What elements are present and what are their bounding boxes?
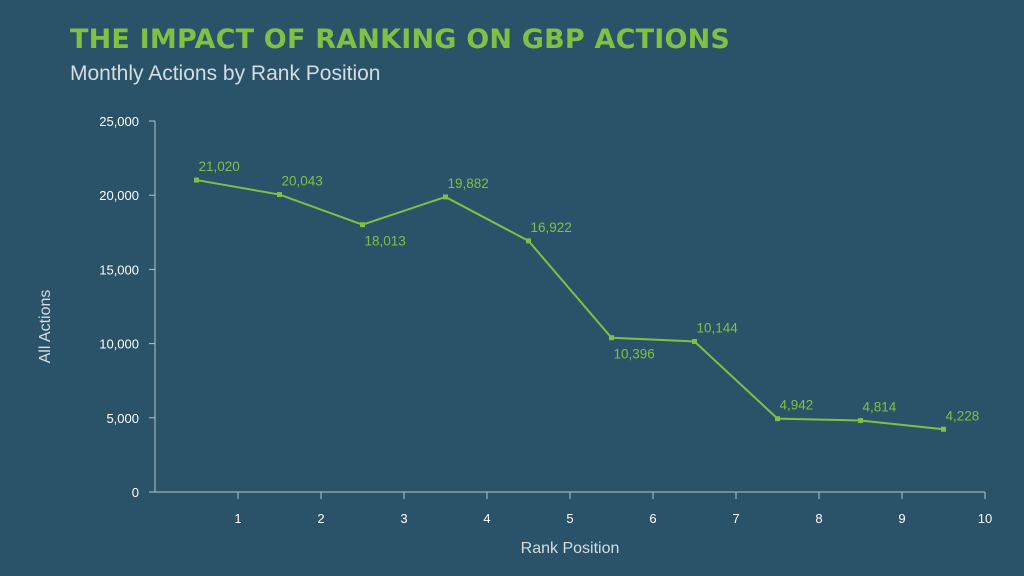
y-tick-label: 25,000 [99,114,139,129]
y-axis-title: All Actions [37,290,54,364]
data-point [194,177,199,183]
data-label: 4,228 [946,408,980,423]
x-tick-label: 3 [400,511,407,526]
x-tick-label: 1 [234,511,241,526]
data-label: 20,043 [282,174,323,189]
data-label: 10,396 [614,347,655,362]
chart-subtitle: Monthly Actions by Rank Position [70,62,381,85]
y-tick-label: 5,000 [106,411,139,426]
y-tick-label: 20,000 [99,188,139,203]
data-point [941,426,946,432]
y-tick-label: 0 [132,485,139,500]
data-point [360,222,365,228]
data-label: 10,144 [697,320,739,335]
data-point [692,338,697,344]
x-tick-label: 10 [978,511,992,526]
x-tick-label: 2 [317,511,324,526]
data-point [609,335,614,341]
data-label: 19,882 [448,176,489,191]
data-point [775,416,780,422]
series-line [196,179,944,431]
x-tick-label: 4 [483,511,490,526]
data-point [526,238,531,244]
data-point [277,192,282,198]
data-label: 4,814 [863,400,897,415]
x-tick-label: 7 [732,511,739,526]
data-point [443,194,448,200]
y-tick-label: 15,000 [99,262,139,277]
x-tick-label: 5 [566,511,573,526]
data-label: 4,942 [780,398,814,413]
y-tick-label: 10,000 [99,337,139,352]
data-label: 16,922 [531,220,572,235]
data-point [858,418,863,424]
x-tick-label: 6 [649,511,656,526]
data-label: 21,020 [199,159,240,174]
chart-title: THE IMPACT OF RANKING ON GBP ACTIONS [70,24,731,55]
data-label: 18,013 [365,234,406,249]
x-axis-title: Rank Position [521,540,620,557]
x-tick-label: 9 [898,511,905,526]
x-tick-label: 8 [815,511,822,526]
